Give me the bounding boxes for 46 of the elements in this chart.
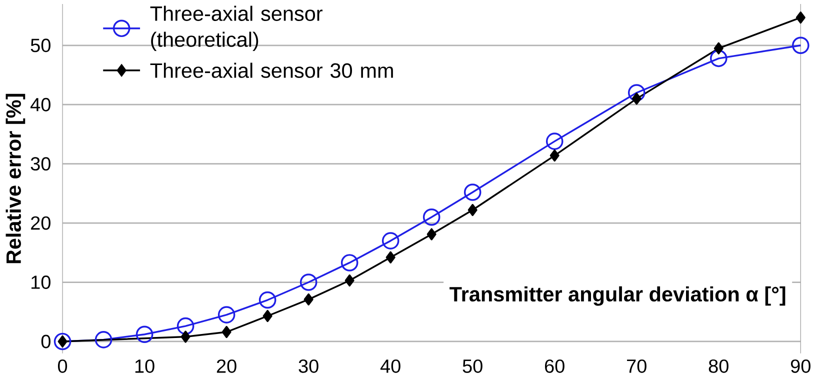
y-tick-label: 0: [41, 334, 50, 348]
point: [710, 50, 728, 68]
point: [422, 208, 440, 226]
point: [628, 84, 646, 102]
y-tick-label: 20: [31, 216, 50, 230]
point: [792, 36, 810, 54]
point: [222, 326, 232, 338]
point: [218, 306, 236, 324]
x-tick-label: 30: [298, 360, 318, 374]
x-tick-label: 60: [545, 360, 564, 374]
point: [714, 42, 724, 55]
point: [262, 310, 272, 322]
y-axis-title: Relative error [%]: [6, 94, 26, 264]
point: [94, 331, 112, 349]
point: [386, 252, 396, 264]
point: [300, 274, 318, 292]
point: [550, 150, 560, 162]
y-tick-label: 30: [30, 157, 50, 171]
point: [426, 228, 436, 241]
point: [382, 232, 400, 250]
point: [180, 330, 190, 343]
legend-label: Three-axial sensor (theoretical): [150, 6, 322, 52]
x-tick-label: 20: [216, 360, 236, 374]
x-tick-label: 90: [790, 360, 810, 374]
point: [796, 12, 806, 24]
x-axis-title: Transmitter angular deviation α [°]: [450, 286, 786, 306]
x-tick-label: 70: [627, 360, 646, 374]
point: [136, 326, 154, 344]
legend-label: Three-axial sensor 30 mm: [150, 62, 393, 78]
point: [468, 204, 478, 216]
y-tick-label: 50: [30, 38, 50, 52]
x-tick-label: 50: [462, 360, 482, 374]
point: [54, 332, 72, 350]
x-tick-label: 10: [135, 360, 154, 374]
x-tick-label: 40: [380, 360, 400, 374]
point: [464, 184, 482, 202]
y-tick-label: 40: [30, 98, 50, 112]
point: [546, 132, 564, 150]
point: [258, 292, 276, 309]
point: [304, 294, 314, 306]
point: [340, 254, 358, 272]
y-tick-label: 10: [32, 276, 50, 290]
x-tick-label: 0: [58, 360, 68, 374]
point: [176, 318, 194, 335]
point: [344, 274, 354, 287]
x-tick-label: 80: [708, 360, 728, 374]
